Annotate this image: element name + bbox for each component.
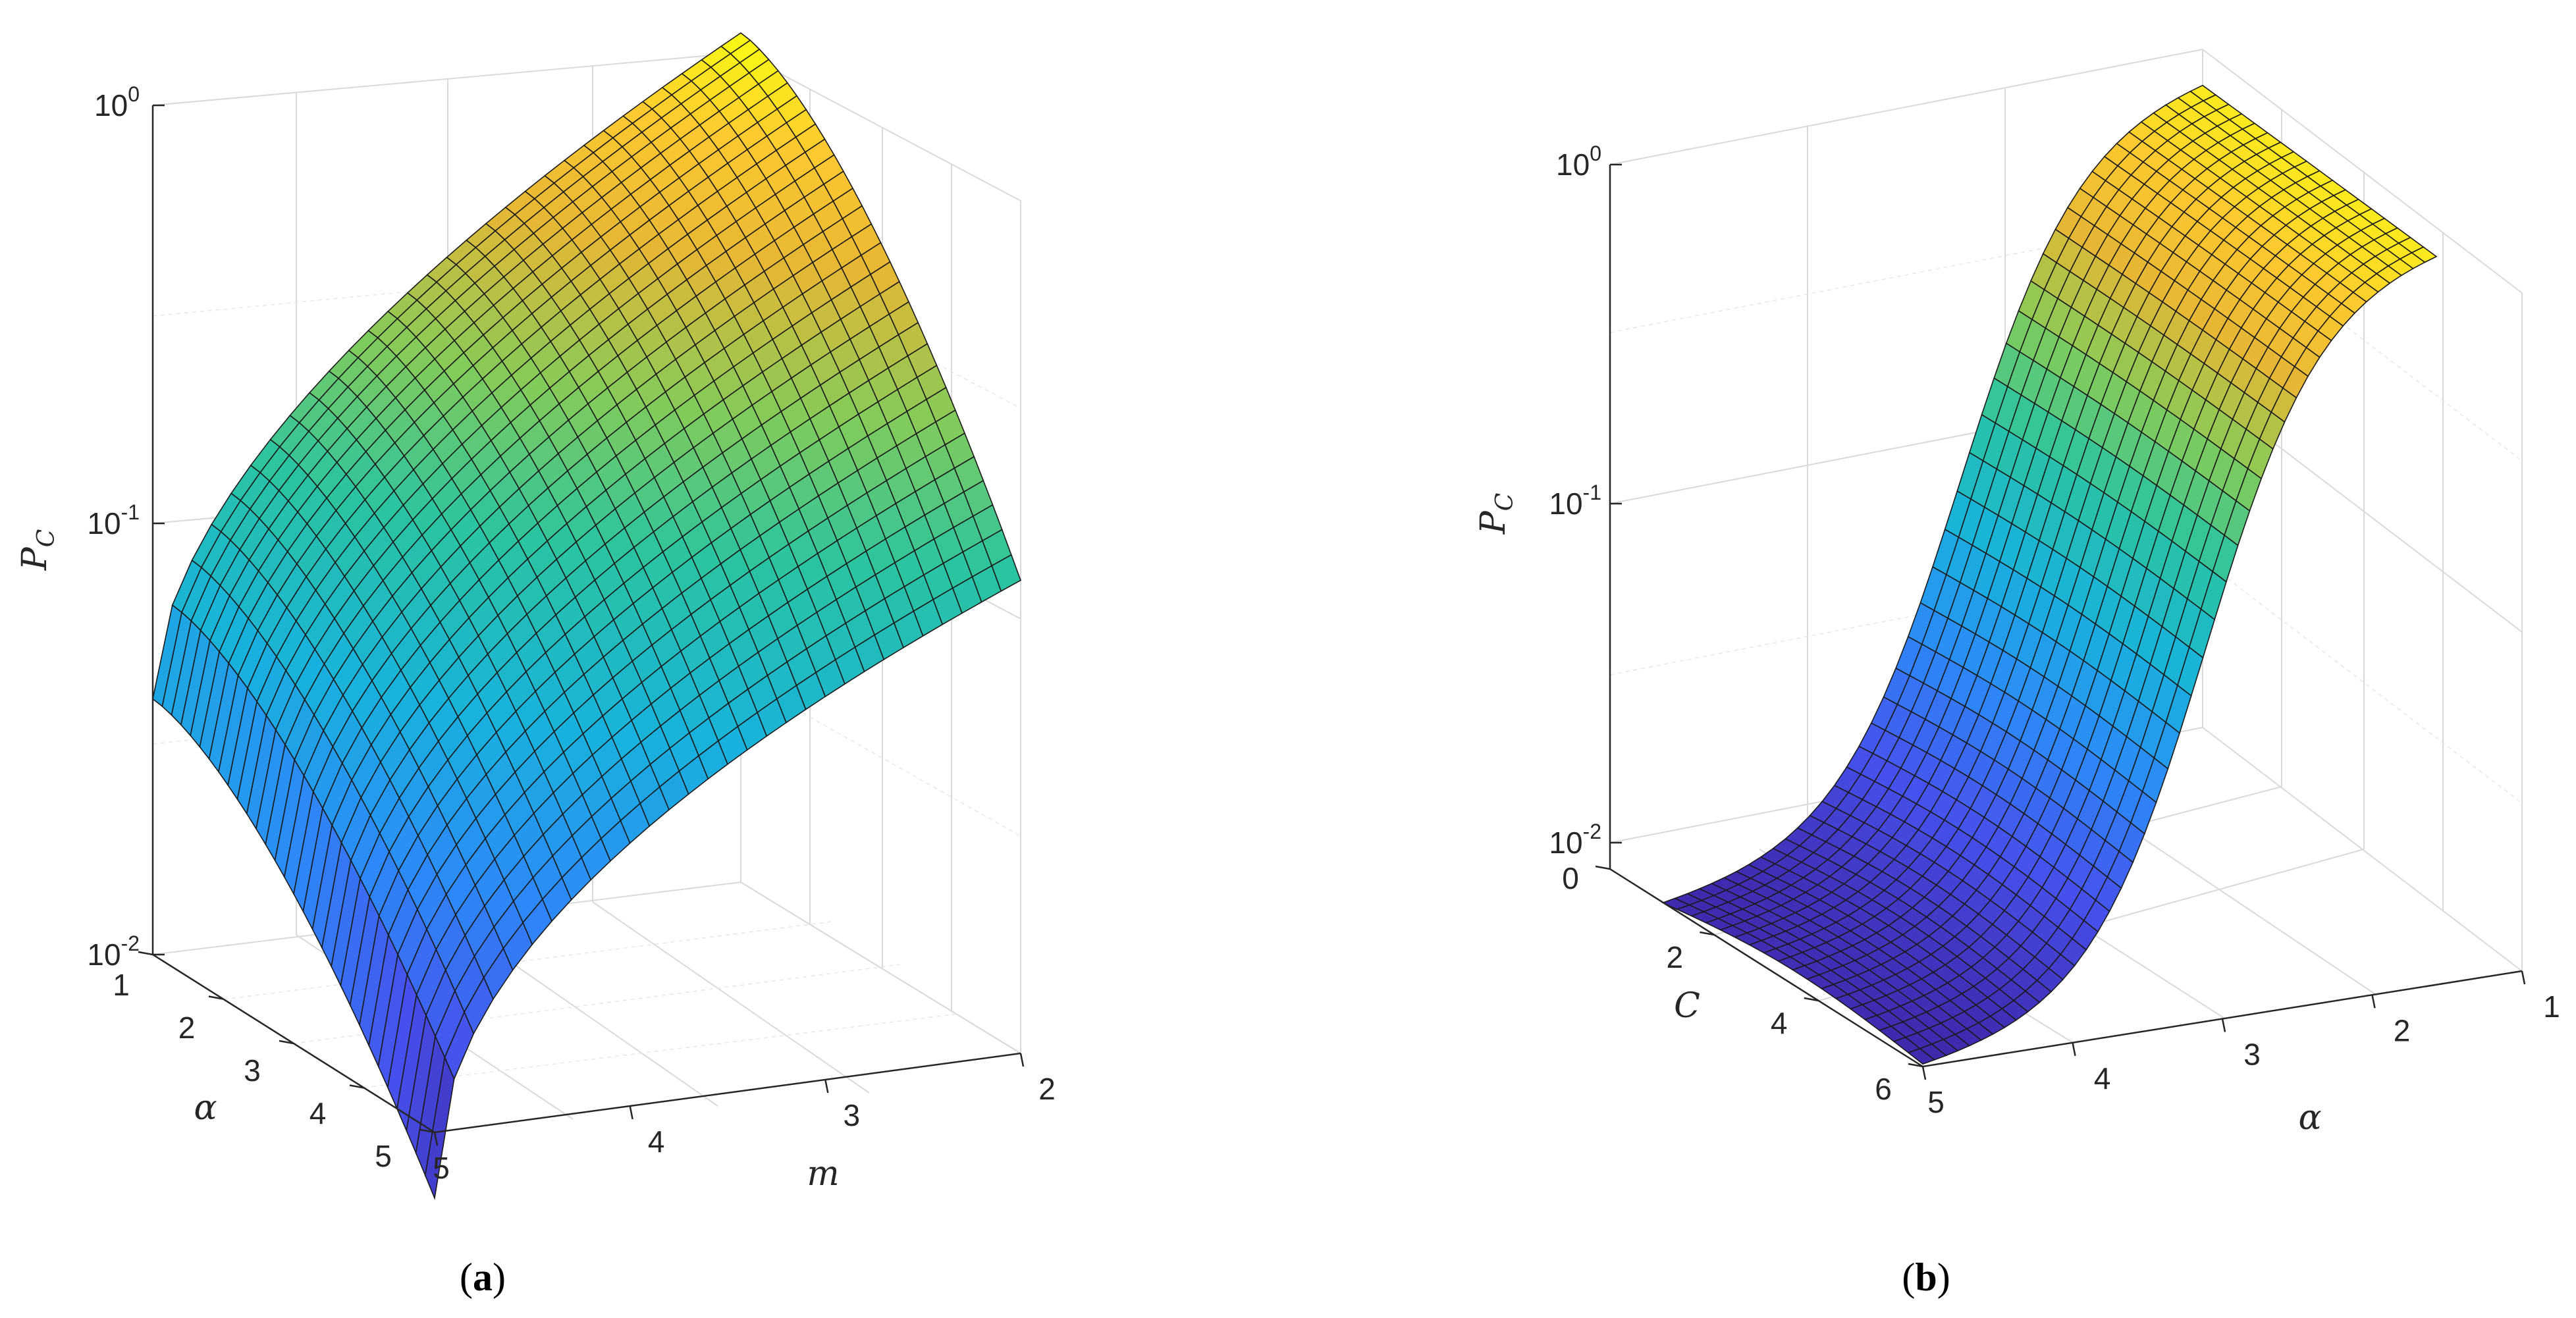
panel-a-surface [152,32,1021,1200]
panel-a-x-tick-label: 3 [844,1098,861,1132]
panel-b-z-tick-label: 10-2 [1549,820,1601,860]
panel-b-x-tick-label: 4 [2094,1061,2111,1095]
panel-a-y-tick-mark [349,1084,365,1089]
panel-a-y-tick-label: 5 [375,1139,392,1173]
panel-b-surface-cell [1907,1047,1936,1065]
panel-b-ylabel: C [1674,986,1700,1026]
panel-b-x-tick-mark [2521,970,2526,985]
panel-a-xlabel: m [807,1154,839,1194]
panel-b-y-tick-mark [1700,931,1715,936]
panel-b-xlabel: α [2298,1098,2321,1138]
panel-a-x-tick-label: 4 [648,1124,665,1159]
panel-a-y-tick-label: 2 [178,1011,196,1045]
panel-b-z-tick-label: 100 [1556,142,1601,182]
panel-a: 100 10-1 10-21 2 3 4 5 2 3 4 5 PC α m (a) [15,32,1056,1299]
panel-a-x-tick-mark [1019,1053,1025,1067]
panel-b-zlabel: PC [1474,493,1518,535]
panel-a-surface-cell [720,32,751,55]
panel-b-x-tick-label: 3 [2243,1038,2261,1072]
panel-a-y-tick-mark [279,1040,294,1045]
panel-b-y-tick-label: 0 [1562,861,1579,895]
panel-a-z-tick-label: 10-2 [87,932,140,972]
panel-b-x-tick-mark [2072,1042,2076,1056]
panel-b-y-tick-label: 6 [1875,1072,1892,1106]
panel-b-y-tick-label: 4 [1771,1006,1788,1040]
panel-b-y-tick-mark [1804,997,1819,1002]
panel-a-x-tick-mark [433,1132,439,1146]
panel-b-surface [1661,84,2438,1065]
panel-a-x-tick-label: 2 [1038,1072,1056,1106]
panel-b-z-tick-label: 10-1 [1549,481,1601,521]
panel-a-zlabel: PC [15,529,60,571]
panel-a-y-tick-label: 4 [309,1096,327,1130]
panel-a-x-tick-label: 5 [433,1151,450,1185]
panel-b-ticks: 100 10-1 10-20 2 4 6 1 2 3 4 5 [1549,142,2560,1119]
panel-b-caption: (b) [1902,1255,1950,1299]
panel-a-y-tick-mark [208,995,224,1000]
panel-a-x-tick-mark [824,1079,829,1094]
panel-a-z-tick-label: 10-1 [87,500,140,540]
panel-b-y-tick-mark [1595,865,1611,870]
panel-b-x-tick-label: 2 [2394,1013,2411,1047]
panel-a-x-tick-mark [629,1105,633,1120]
panel-b-y-tick-mark [1908,1063,1923,1068]
panel-a-y-tick-label: 1 [113,968,130,1002]
panel-a-y-tick-mark [138,951,153,956]
panel-b-y-tick-label: 2 [1667,940,1684,974]
panel-a-y-tick-label: 3 [244,1053,261,1088]
panel-a-y-tick-mark [419,1128,435,1134]
panel-b-x-tick-label: 5 [1927,1085,1945,1119]
panel-a-z-tick-label: 100 [94,82,140,122]
panel-b-x-tick-mark [2221,1018,2226,1032]
panel-a-ylabel: α [194,1088,217,1128]
panel-b-x-tick-mark [2371,995,2376,1009]
panel-a-caption: (a) [460,1255,506,1299]
panel-b: 100 10-1 10-20 2 4 6 1 2 3 4 5 PC C α (b) [1474,49,2560,1299]
panel-a-ticks: 100 10-1 10-21 2 3 4 5 2 3 4 5 [87,82,1055,1185]
panel-b-x-tick-mark [1921,1066,1927,1080]
panel-b-x-tick-label: 1 [2543,989,2560,1024]
